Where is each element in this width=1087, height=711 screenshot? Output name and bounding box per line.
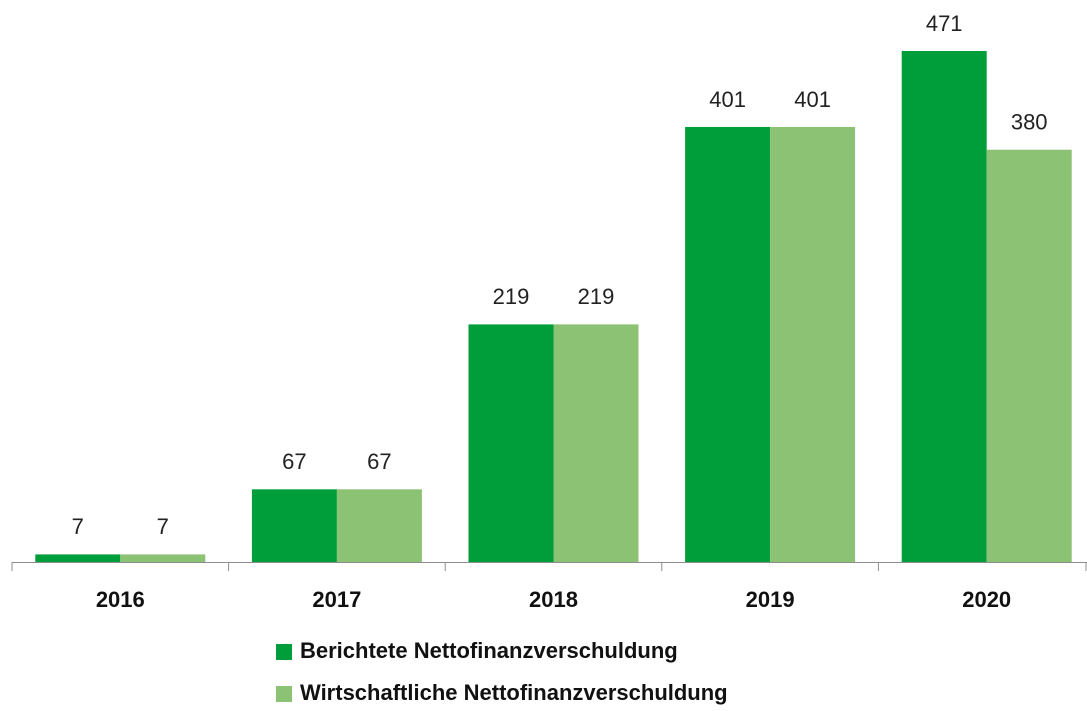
- bar: [251, 489, 337, 562]
- legend-swatch: [276, 686, 292, 702]
- bar: [986, 149, 1072, 562]
- data-label: 401: [709, 87, 746, 112]
- x-tick-label: 2016: [96, 587, 145, 612]
- bar: [120, 554, 206, 562]
- legend-label: Wirtschaftliche Nettofinanzverschuldung: [300, 680, 728, 705]
- legend-label: Berichtete Nettofinanzverschuldung: [300, 638, 678, 663]
- bar: [901, 51, 987, 562]
- legend-swatch: [276, 644, 292, 660]
- data-label: 380: [1011, 110, 1048, 135]
- bar: [770, 126, 856, 563]
- x-tick-label: 2019: [746, 587, 795, 612]
- bar: [336, 489, 422, 562]
- bar: [553, 324, 639, 562]
- data-label: 7: [72, 514, 84, 539]
- x-tick-label: 2018: [529, 587, 578, 612]
- x-tick-label: 2017: [312, 587, 361, 612]
- data-label: 67: [367, 449, 391, 474]
- data-label: 471: [926, 11, 963, 36]
- data-label: 219: [493, 284, 530, 309]
- data-label: 219: [578, 284, 615, 309]
- bar: [685, 126, 771, 563]
- x-tick-label: 2020: [962, 587, 1011, 612]
- data-label: 7: [157, 514, 169, 539]
- data-label: 401: [794, 87, 831, 112]
- bar: [35, 554, 121, 562]
- data-label: 67: [282, 449, 306, 474]
- bar: [468, 324, 554, 562]
